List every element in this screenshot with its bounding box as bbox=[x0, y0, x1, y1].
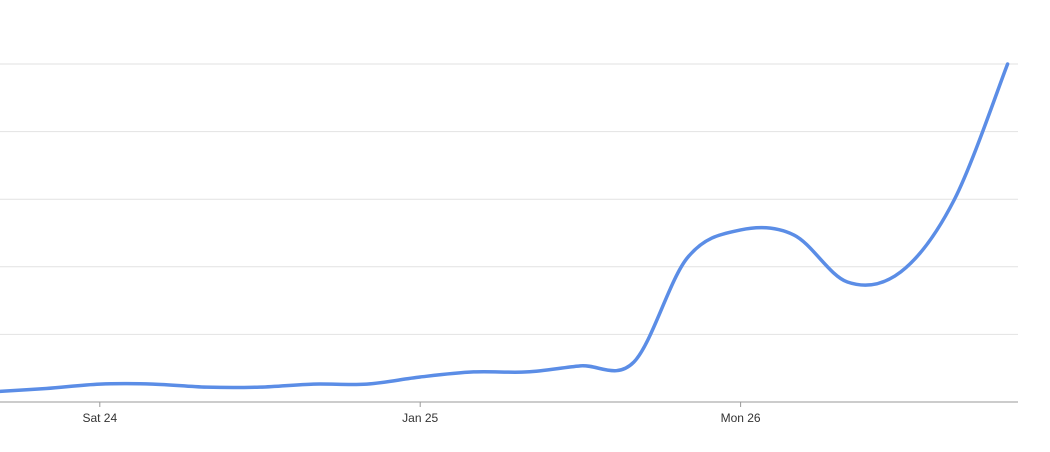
x-tick-label: Jan 25 bbox=[402, 411, 438, 425]
x-tick-label: Sat 24 bbox=[82, 411, 117, 425]
x-tick-label: Mon 26 bbox=[721, 411, 761, 425]
line bbox=[0, 62, 1010, 394]
